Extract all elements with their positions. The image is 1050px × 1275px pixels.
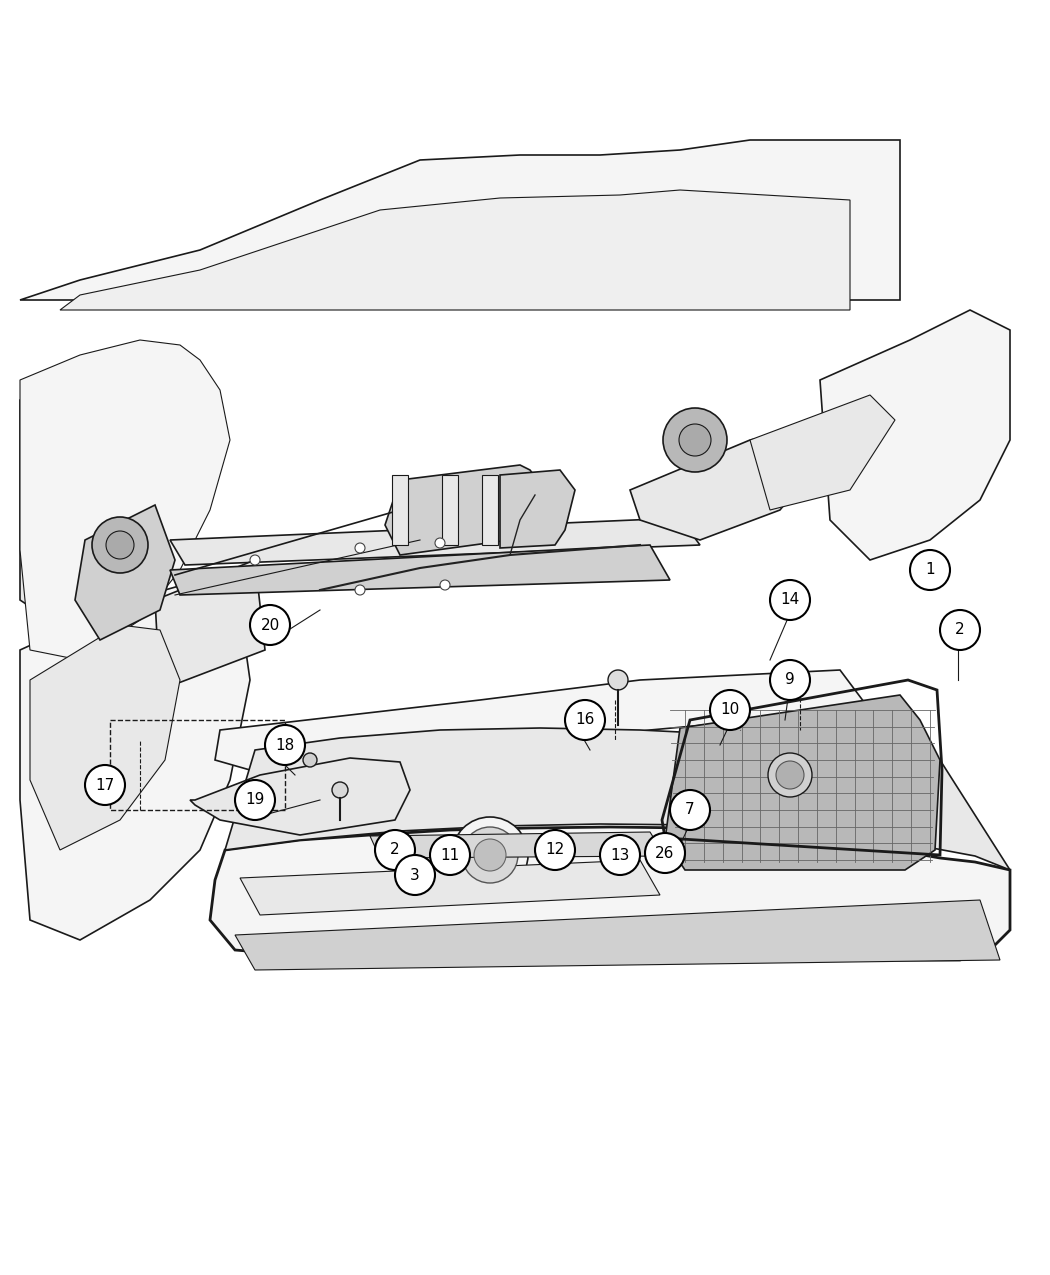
Circle shape (608, 669, 628, 690)
Text: 10: 10 (720, 703, 739, 718)
Polygon shape (20, 580, 250, 940)
Text: 9: 9 (785, 672, 795, 687)
Text: 11: 11 (440, 848, 460, 862)
Circle shape (250, 555, 260, 565)
Polygon shape (20, 340, 230, 660)
Polygon shape (392, 476, 408, 544)
Text: 2: 2 (391, 843, 400, 858)
Circle shape (395, 856, 435, 895)
Circle shape (85, 765, 125, 805)
Circle shape (250, 606, 290, 645)
Polygon shape (215, 669, 870, 770)
Polygon shape (235, 900, 1000, 970)
Text: 2: 2 (956, 622, 965, 638)
Circle shape (474, 839, 506, 871)
Circle shape (265, 725, 304, 765)
Circle shape (355, 585, 365, 595)
Circle shape (940, 609, 980, 650)
Polygon shape (20, 351, 180, 620)
Circle shape (355, 543, 365, 553)
Text: 17: 17 (96, 778, 114, 793)
Polygon shape (482, 476, 498, 544)
Circle shape (679, 425, 711, 456)
Polygon shape (30, 625, 180, 850)
Polygon shape (750, 395, 895, 510)
Text: 13: 13 (610, 848, 630, 862)
Circle shape (710, 690, 750, 731)
Polygon shape (225, 728, 1010, 870)
Polygon shape (370, 833, 665, 858)
Polygon shape (240, 861, 660, 915)
Text: 7: 7 (686, 802, 695, 817)
Polygon shape (630, 430, 820, 541)
Text: 19: 19 (246, 793, 265, 807)
Polygon shape (190, 759, 410, 835)
Text: 12: 12 (545, 843, 565, 858)
Circle shape (440, 580, 450, 590)
Circle shape (235, 780, 275, 820)
Polygon shape (170, 544, 670, 595)
Polygon shape (170, 518, 700, 565)
Polygon shape (20, 140, 900, 300)
Circle shape (670, 790, 710, 830)
Circle shape (910, 550, 950, 590)
Polygon shape (820, 310, 1010, 560)
Circle shape (600, 835, 640, 875)
Text: 16: 16 (575, 713, 594, 728)
Polygon shape (75, 505, 175, 640)
Circle shape (430, 835, 470, 875)
Text: 26: 26 (655, 845, 675, 861)
Circle shape (663, 408, 727, 472)
Circle shape (303, 754, 317, 768)
Text: 18: 18 (275, 737, 295, 752)
Polygon shape (60, 190, 850, 310)
Text: 14: 14 (780, 593, 800, 607)
Polygon shape (665, 695, 940, 870)
Circle shape (462, 827, 518, 884)
Text: 20: 20 (260, 617, 279, 632)
Circle shape (565, 700, 605, 739)
Circle shape (375, 830, 415, 870)
Circle shape (332, 782, 348, 798)
Polygon shape (210, 827, 1010, 960)
Polygon shape (442, 476, 458, 544)
Circle shape (435, 538, 445, 548)
Circle shape (536, 830, 575, 870)
Circle shape (776, 761, 804, 789)
Circle shape (452, 817, 528, 892)
Circle shape (770, 580, 810, 620)
Circle shape (92, 516, 148, 572)
Polygon shape (500, 470, 575, 548)
Circle shape (106, 530, 134, 558)
Text: 3: 3 (411, 867, 420, 882)
Polygon shape (385, 465, 545, 555)
Circle shape (645, 833, 685, 873)
Polygon shape (155, 560, 265, 690)
Circle shape (768, 754, 812, 797)
Text: 1: 1 (925, 562, 934, 578)
Circle shape (770, 660, 810, 700)
